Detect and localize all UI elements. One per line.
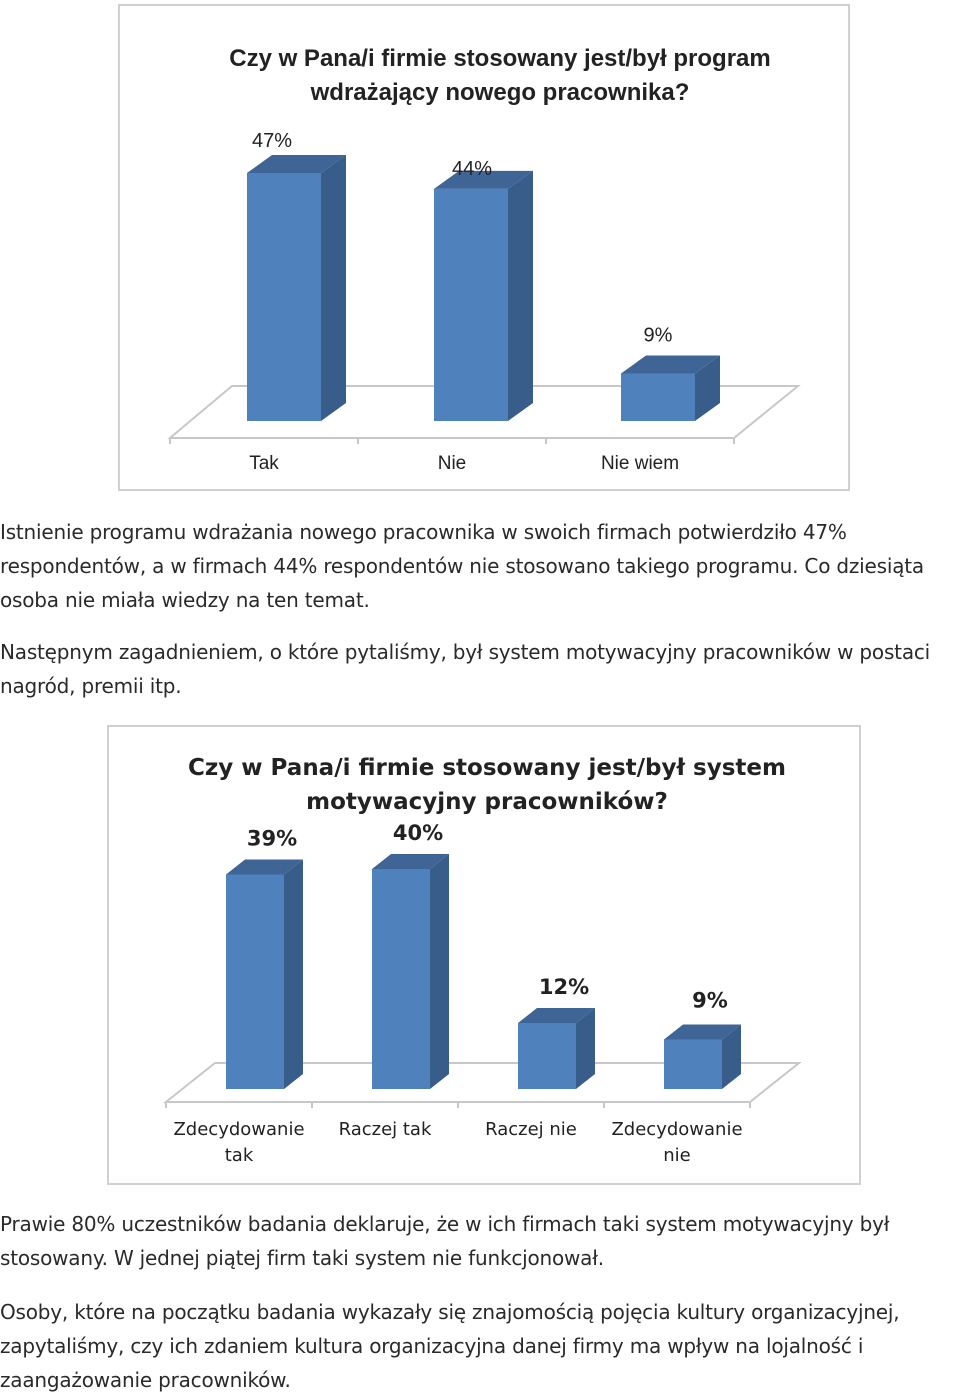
chart-floor xyxy=(163,1062,802,1103)
bar-front xyxy=(226,874,284,1089)
bar-2 xyxy=(621,355,720,421)
bar-0 xyxy=(247,155,346,421)
chart-motivation-system: Czy w Pana/i firmie stosowany jest/był s… xyxy=(107,725,861,1185)
bar-side xyxy=(430,854,449,1089)
category-label: tak xyxy=(225,1145,254,1166)
bar-1 xyxy=(372,854,449,1089)
bar-side xyxy=(321,155,346,421)
bar-top xyxy=(372,854,449,869)
bar-1 xyxy=(434,170,533,421)
data-label: 9% xyxy=(644,325,673,347)
paragraph-motivation-summary: Prawie 80% uczestników badania deklaruje… xyxy=(0,1212,890,1270)
paragraph-motivation-intro: Następnym zagadnieniem, o które pytaliśm… xyxy=(0,640,931,698)
bar-front xyxy=(247,173,321,421)
bar-top xyxy=(621,355,720,374)
chart-title-line: motywacyjny pracowników? xyxy=(306,789,668,815)
chart-onboarding-program: Czy w Pana/i firmie stosowany jest/był p… xyxy=(118,4,850,491)
paragraph-culture-intro: Osoby, które na początku badania wykazał… xyxy=(0,1300,900,1392)
bar-front xyxy=(518,1023,576,1089)
chart-onboarding-svg: Czy w Pana/i firmie stosowany jest/był p… xyxy=(167,45,801,474)
bar-side xyxy=(284,859,303,1089)
chart-title-line: Czy w Pana/i firmie stosowany jest/był p… xyxy=(229,45,771,72)
category-label: Tak xyxy=(249,453,279,474)
bar-top xyxy=(518,1008,595,1023)
bar-top xyxy=(226,859,303,875)
category-label: Nie xyxy=(438,453,467,474)
bar-top xyxy=(434,170,533,189)
bar-side xyxy=(508,170,533,421)
bar-0 xyxy=(226,859,303,1089)
chart-title-line: wdrażający nowego pracownika? xyxy=(310,79,690,106)
data-label: 12% xyxy=(539,975,589,999)
data-label: 9% xyxy=(692,989,728,1013)
bar-3 xyxy=(664,1024,741,1089)
data-label: 39% xyxy=(247,827,297,851)
bar-front xyxy=(664,1039,722,1089)
data-label: 44% xyxy=(452,158,492,180)
bar-front xyxy=(372,869,430,1089)
data-label: 47% xyxy=(252,130,292,152)
category-label: Nie wiem xyxy=(601,453,679,474)
bar-top xyxy=(664,1024,741,1040)
category-label: Raczej tak xyxy=(339,1119,432,1140)
bar-top xyxy=(247,155,346,173)
bar-side xyxy=(576,1008,595,1089)
chart-title-line: Czy w Pana/i firmie stosowany jest/był s… xyxy=(188,755,786,781)
chart-motivation-svg: Czy w Pana/i firmie stosowany jest/był s… xyxy=(163,755,802,1166)
bar-front xyxy=(434,188,508,421)
bar-front xyxy=(621,373,695,421)
bar-side xyxy=(722,1024,741,1089)
category-label: nie xyxy=(663,1145,690,1166)
paragraph-onboarding-summary: Istnienie programu wdrażania nowego prac… xyxy=(0,520,924,612)
data-label: 40% xyxy=(393,821,443,845)
bar-side xyxy=(695,355,720,421)
category-label: Zdecydowanie xyxy=(173,1119,304,1140)
bar-2 xyxy=(518,1008,595,1089)
category-label: Zdecydowanie xyxy=(611,1119,742,1140)
category-label: Raczej nie xyxy=(485,1119,577,1140)
